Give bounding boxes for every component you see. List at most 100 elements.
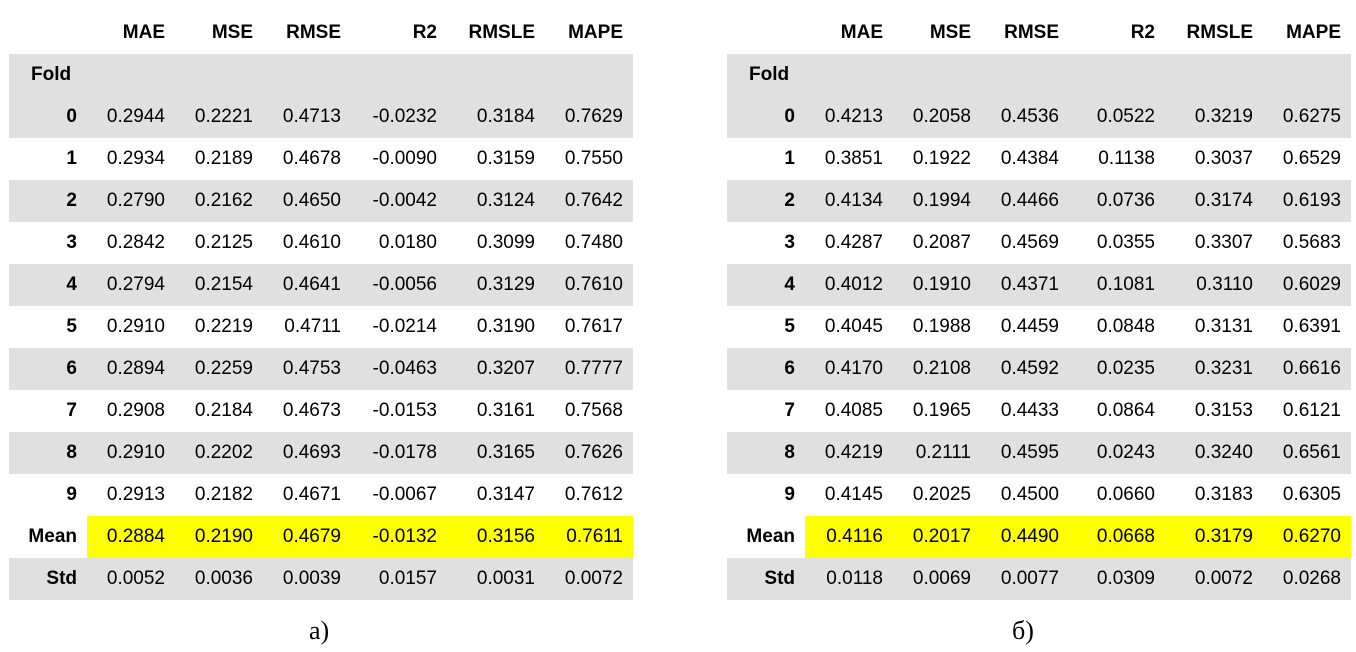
table-cell: 0.3219 <box>1165 96 1263 138</box>
corner-cell <box>727 12 805 54</box>
row-label: 3 <box>727 222 805 264</box>
table-cell: 0.2184 <box>175 390 263 432</box>
metrics-table-a-panel: MAE MSE RMSE R2 RMSLE MAPE Fold 0 0.2944 0… <box>9 12 633 600</box>
column-header-mape: MAPE <box>1263 12 1351 54</box>
table-row: 7 0.4085 0.1965 0.4433 0.0864 0.3153 0.6121 <box>727 390 1351 432</box>
table-cell: 0.0736 <box>1069 180 1165 222</box>
column-header-rmsle: RMSLE <box>447 12 545 54</box>
table-cell: 0.6121 <box>1263 390 1351 432</box>
table-cell: 0.1994 <box>893 180 981 222</box>
table-row: 4 0.2794 0.2154 0.4641 -0.0056 0.3129 0.7610 <box>9 264 633 306</box>
table-row: 6 0.4170 0.2108 0.4592 0.0235 0.3231 0.6616 <box>727 348 1351 390</box>
table-cell: 0.7626 <box>545 432 633 474</box>
table-cell: -0.0090 <box>351 138 447 180</box>
table-cell: 0.4134 <box>805 180 893 222</box>
table-cell: 0.3184 <box>447 96 545 138</box>
row-label: 5 <box>9 306 87 348</box>
table-cell: 0.0522 <box>1069 96 1165 138</box>
table-cell: 0.6029 <box>1263 264 1351 306</box>
table-cell: 0.4592 <box>981 348 1069 390</box>
table-cell: 0.4753 <box>263 348 351 390</box>
table-cell: 0.0864 <box>1069 390 1165 432</box>
table-cell: 0.0180 <box>351 222 447 264</box>
table-cell: 0.2910 <box>87 432 175 474</box>
table-row: Mean 0.2884 0.2190 0.4679 -0.0132 0.3156 0.761… <box>9 516 633 558</box>
table-cell: 0.0355 <box>1069 222 1165 264</box>
column-header-r2: R2 <box>351 12 447 54</box>
table-cell: 0.3159 <box>447 138 545 180</box>
table-cell: 0.6616 <box>1263 348 1351 390</box>
table-cell: 0.4536 <box>981 96 1069 138</box>
table-cell: 0.6270 <box>1263 516 1351 558</box>
table-cell: 0.2884 <box>87 516 175 558</box>
table-cell: 0.4610 <box>263 222 351 264</box>
column-header-rmse: RMSE <box>263 12 351 54</box>
table-cell: -0.0042 <box>351 180 447 222</box>
table-row: 8 0.4219 0.2111 0.4595 0.0243 0.3240 0.6561 <box>727 432 1351 474</box>
table-cell: 0.3156 <box>447 516 545 558</box>
table-cell: 0.4641 <box>263 264 351 306</box>
table-cell: 0.7629 <box>545 96 633 138</box>
table-cell: 0.3851 <box>805 138 893 180</box>
table-cell: 0.2025 <box>893 474 981 516</box>
table-cell: 0.4170 <box>805 348 893 390</box>
header-row: MAE MSE RMSE R2 RMSLE MAPE <box>727 12 1351 54</box>
table-cell: 0.4371 <box>981 264 1069 306</box>
index-label: Fold <box>9 54 87 96</box>
table-cell: 0.4671 <box>263 474 351 516</box>
table-cell: 0.4213 <box>805 96 893 138</box>
table-cell: 0.0039 <box>263 558 351 600</box>
table-row: 2 0.4134 0.1994 0.4466 0.0736 0.3174 0.6193 <box>727 180 1351 222</box>
row-label: 6 <box>9 348 87 390</box>
table-cell: 0.6529 <box>1263 138 1351 180</box>
table-cell: 0.1965 <box>893 390 981 432</box>
row-label: 6 <box>727 348 805 390</box>
table-cell: 0.0072 <box>545 558 633 600</box>
row-label: 0 <box>727 96 805 138</box>
table-cell: 0.0848 <box>1069 306 1165 348</box>
table-cell: 0.4650 <box>263 180 351 222</box>
table-cell: 0.0036 <box>175 558 263 600</box>
table-cell: 0.2190 <box>175 516 263 558</box>
table-row: 2 0.2790 0.2162 0.4650 -0.0042 0.3124 0.7642 <box>9 180 633 222</box>
table-cell: 0.7480 <box>545 222 633 264</box>
row-label: 0 <box>9 96 87 138</box>
table-cell: 0.0157 <box>351 558 447 600</box>
table-cell: 0.4384 <box>981 138 1069 180</box>
table-cell: 0.6561 <box>1263 432 1351 474</box>
table-cell: 0.3110 <box>1165 264 1263 306</box>
row-label: 4 <box>727 264 805 306</box>
index-label: Fold <box>727 54 805 96</box>
table-cell: -0.0463 <box>351 348 447 390</box>
table-cell: 0.0309 <box>1069 558 1165 600</box>
row-label: 4 <box>9 264 87 306</box>
row-label: 5 <box>727 306 805 348</box>
table-cell: 0.4466 <box>981 180 1069 222</box>
table-cell: 0.3240 <box>1165 432 1263 474</box>
table-cell: 0.0031 <box>447 558 545 600</box>
row-label: 9 <box>9 474 87 516</box>
table-cell: 0.1988 <box>893 306 981 348</box>
table-cell: 0.0052 <box>87 558 175 600</box>
table-row: 6 0.2894 0.2259 0.4753 -0.0463 0.3207 0.7777 <box>9 348 633 390</box>
table-cell: 0.0235 <box>1069 348 1165 390</box>
table-cell: 0.2189 <box>175 138 263 180</box>
table-row: 0 0.4213 0.2058 0.4536 0.0522 0.3219 0.6275 <box>727 96 1351 138</box>
table-body-b: 0 0.4213 0.2058 0.4536 0.0522 0.3219 0.6275 1 0.… <box>727 96 1351 600</box>
table-row: Std 0.0118 0.0069 0.0077 0.0309 0.0072 0.0268 <box>727 558 1351 600</box>
caption-a: а) <box>309 616 329 646</box>
table-cell: 0.1910 <box>893 264 981 306</box>
table-body-a: 0 0.2944 0.2221 0.4713 -0.0232 0.3184 0.7629 1 0… <box>9 96 633 600</box>
column-header-r2: R2 <box>1069 12 1165 54</box>
table-cell: 0.3174 <box>1165 180 1263 222</box>
table-cell: 0.2934 <box>87 138 175 180</box>
table-row: 3 0.2842 0.2125 0.4610 0.0180 0.3099 0.7480 <box>9 222 633 264</box>
table-cell: 0.4595 <box>981 432 1069 474</box>
table-cell: 0.2908 <box>87 390 175 432</box>
table-cell: 0.7568 <box>545 390 633 432</box>
table-cell: 0.7611 <box>545 516 633 558</box>
column-header-mape: MAPE <box>545 12 633 54</box>
table-cell: 0.4490 <box>981 516 1069 558</box>
table-row: 1 0.2934 0.2189 0.4678 -0.0090 0.3159 0.7550 <box>9 138 633 180</box>
table-row: 7 0.2908 0.2184 0.4673 -0.0153 0.3161 0.7568 <box>9 390 633 432</box>
